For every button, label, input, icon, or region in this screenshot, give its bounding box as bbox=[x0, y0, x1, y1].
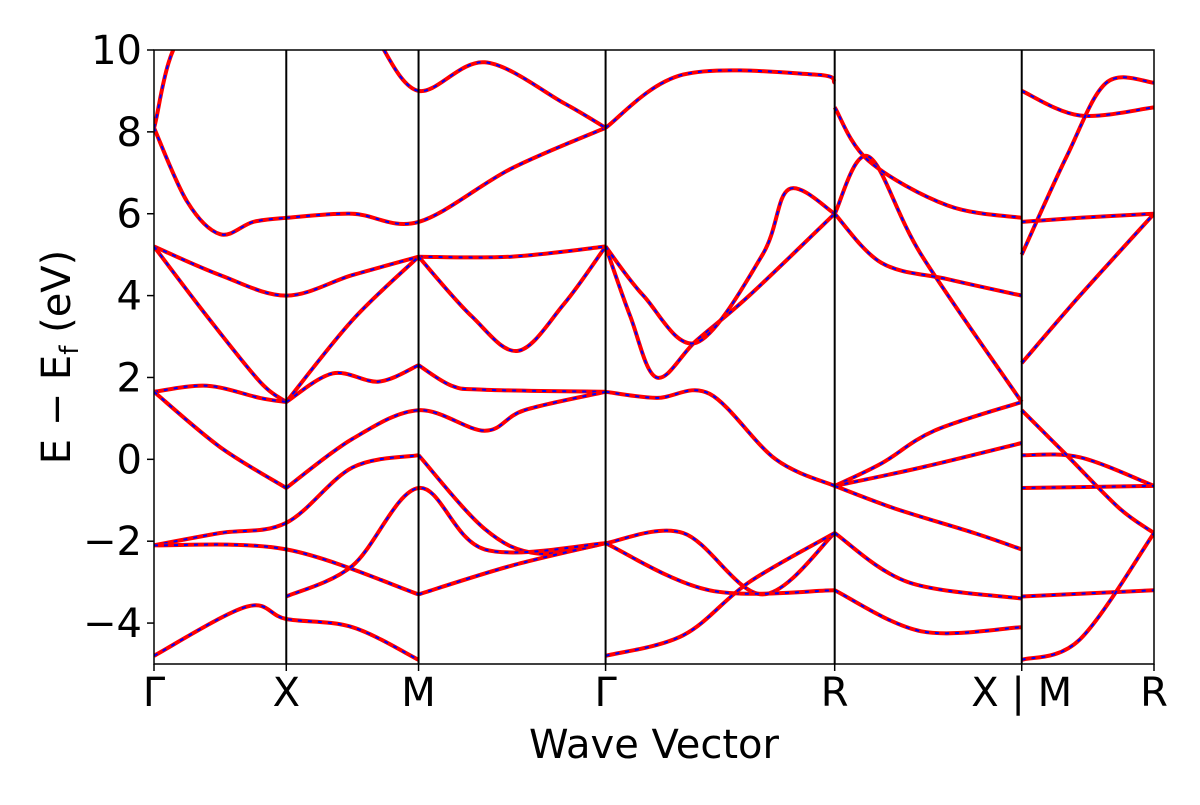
band-line-overlay-24 bbox=[605, 529, 836, 596]
band-line-overlay-3 bbox=[382, 50, 607, 129]
band-line-13 bbox=[285, 363, 420, 404]
band-line-overlay-33 bbox=[833, 213, 1022, 297]
x-tick-label-6: R bbox=[1140, 670, 1168, 716]
x-tick-label-2: M bbox=[401, 670, 436, 716]
band-line-overlay-11 bbox=[604, 187, 836, 345]
band-line-overlay-27 bbox=[834, 401, 1023, 487]
band-line-overlay-26 bbox=[605, 532, 836, 657]
x-axis-title: Wave Vector bbox=[529, 722, 780, 768]
band-line-7 bbox=[154, 245, 288, 404]
x-tick-label-4: R bbox=[821, 670, 849, 716]
band-line-overlay-9 bbox=[417, 245, 607, 352]
band-line-10 bbox=[603, 212, 837, 380]
band-line-overlay-17 bbox=[285, 390, 606, 489]
band-line-overlay-0 bbox=[154, 127, 287, 236]
band-line-22 bbox=[285, 486, 606, 599]
band-line-overlay-31 bbox=[834, 589, 1022, 635]
band-line-34 bbox=[832, 106, 1023, 220]
y-axis-title: E − Ef (eV) bbox=[34, 250, 85, 465]
band-line-19 bbox=[417, 453, 606, 556]
band-line-overlay-35 bbox=[1021, 89, 1154, 117]
band-line-overlay-23 bbox=[154, 604, 420, 661]
band-line-overlay-2 bbox=[154, 50, 175, 129]
band-line-8 bbox=[284, 255, 420, 404]
band-line-overlay-40 bbox=[1021, 484, 1154, 489]
band-line-overlay-10 bbox=[604, 212, 836, 379]
energy-bands bbox=[154, 50, 1154, 662]
x-tick-label-1: X bbox=[273, 670, 300, 716]
y-tick-label-7: 10 bbox=[91, 28, 142, 74]
band-line-overlay-38 bbox=[1020, 213, 1154, 364]
x-tick-label-3: Γ bbox=[594, 670, 617, 716]
y-tick-label-5: 6 bbox=[117, 192, 142, 238]
band-line-overlay-8 bbox=[285, 255, 420, 403]
band-line-30 bbox=[833, 531, 1022, 601]
band-line-overlay-21 bbox=[418, 542, 606, 596]
band-line-41 bbox=[1020, 408, 1154, 535]
band-line-overlay-22 bbox=[285, 486, 606, 598]
band-line-11 bbox=[604, 186, 836, 346]
y-axis-ticks: −4 −2 0 2 4 6 8 10 bbox=[83, 28, 154, 647]
x-axis-ticks: Γ X M Γ R X | M R bbox=[143, 664, 1168, 716]
band-line-3 bbox=[381, 50, 607, 130]
band-line-overlay-6 bbox=[418, 245, 606, 259]
band-line-overlay-25 bbox=[605, 542, 835, 595]
band-line-overlay-29 bbox=[834, 484, 1023, 551]
band-line-2 bbox=[154, 50, 176, 129]
band-line-overlay-39 bbox=[1021, 453, 1154, 487]
band-line-overlay-18 bbox=[154, 454, 419, 547]
band-line-43 bbox=[1021, 531, 1154, 662]
band-line-17 bbox=[285, 389, 607, 490]
y-axis-title-unit: (eV) bbox=[34, 250, 80, 346]
band-line-overlay-12 bbox=[154, 384, 287, 403]
band-line-16 bbox=[154, 390, 288, 490]
band-line-overlay-37 bbox=[1021, 212, 1154, 223]
band-line-33 bbox=[833, 212, 1023, 298]
band-line-overlay-1 bbox=[286, 126, 606, 225]
plot-frame bbox=[153, 49, 1155, 665]
band-line-0 bbox=[154, 126, 287, 237]
y-tick-label-1: −2 bbox=[83, 519, 142, 565]
band-line-overlay-4 bbox=[605, 69, 836, 129]
band-line-overlay-15 bbox=[605, 389, 836, 487]
band-line-overlay-41 bbox=[1020, 409, 1154, 534]
band-line-36 bbox=[1019, 75, 1154, 256]
band-line-overlay-14 bbox=[418, 364, 606, 393]
band-line-overlay-28 bbox=[834, 442, 1022, 487]
y-tick-label-6: 8 bbox=[117, 110, 142, 156]
band-line-overlay-13 bbox=[285, 364, 420, 403]
y-tick-label-4: 4 bbox=[117, 274, 142, 320]
band-line-overlay-42 bbox=[1021, 589, 1154, 598]
band-line-overlay-16 bbox=[154, 391, 287, 489]
band-line-14 bbox=[417, 363, 606, 394]
band-line-9 bbox=[417, 245, 608, 353]
y-tick-label-3: 2 bbox=[117, 355, 142, 401]
x-tick-label-5: X | M bbox=[971, 670, 1072, 716]
band-line-overlay-7 bbox=[154, 245, 287, 403]
band-line-overlay-19 bbox=[417, 454, 606, 555]
y-tick-label-0: −4 bbox=[83, 601, 142, 647]
y-axis-title-subscript: f bbox=[55, 345, 85, 355]
y-axis-title-main: E − E bbox=[34, 355, 80, 465]
band-line-overlay-34 bbox=[833, 106, 1022, 219]
band-line-29 bbox=[833, 484, 1023, 552]
band-line-overlay-36 bbox=[1020, 76, 1154, 256]
x-tick-label-0: Γ bbox=[143, 670, 166, 716]
band-line-4 bbox=[604, 68, 837, 130]
kpoint-separators bbox=[285, 50, 1023, 664]
band-line-39 bbox=[1021, 452, 1154, 488]
band-line-15 bbox=[605, 388, 836, 488]
band-line-overlay-30 bbox=[834, 532, 1022, 600]
band-line-32 bbox=[832, 154, 1024, 404]
y-tick-label-2: 0 bbox=[117, 437, 142, 483]
band-line-26 bbox=[605, 531, 836, 658]
